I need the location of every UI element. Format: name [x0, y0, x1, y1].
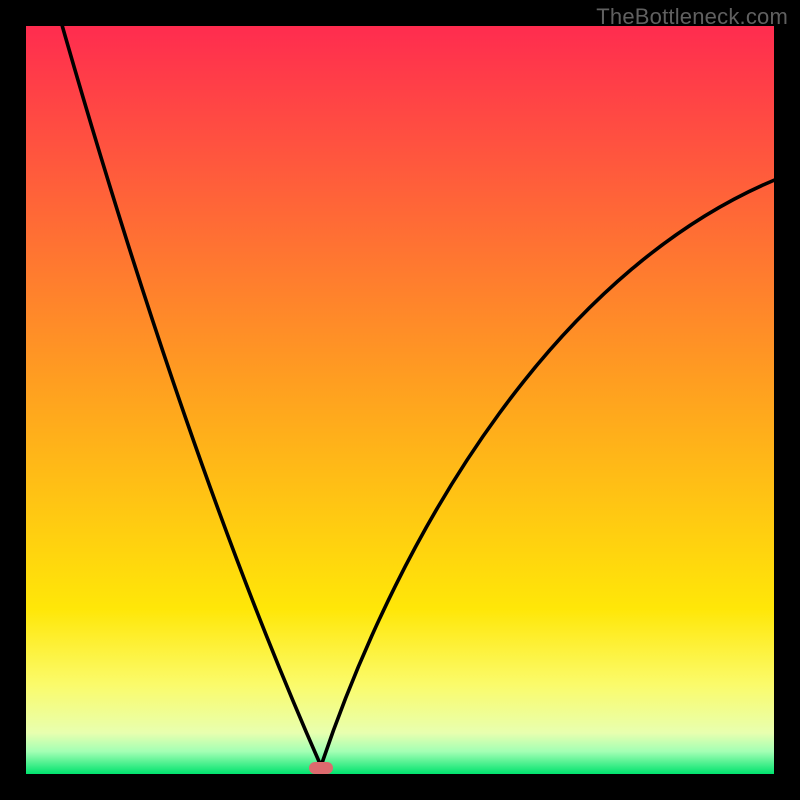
bottleneck-curve — [56, 4, 792, 766]
curve-svg — [0, 0, 800, 800]
watermark-text: TheBottleneck.com — [596, 4, 788, 30]
chart-container: TheBottleneck.com — [0, 0, 800, 800]
cusp-marker — [309, 762, 333, 774]
